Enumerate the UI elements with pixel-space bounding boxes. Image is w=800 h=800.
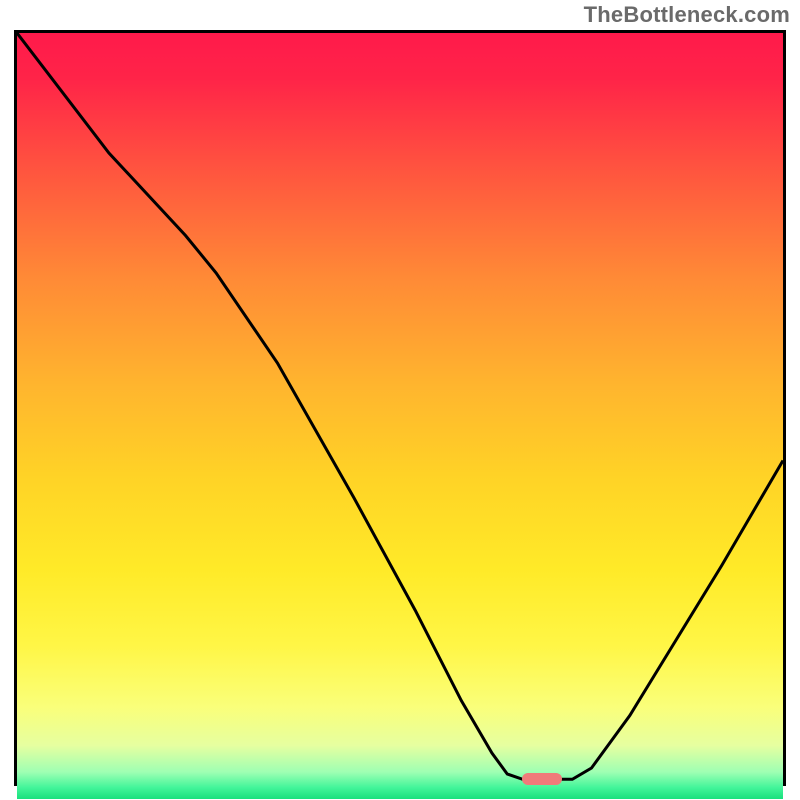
curve-path	[17, 33, 783, 779]
watermark-text: TheBottleneck.com	[584, 2, 790, 28]
plot-area	[14, 30, 786, 786]
optimal-marker	[522, 773, 562, 785]
bottleneck-curve	[17, 33, 783, 783]
root: TheBottleneck.com	[0, 0, 800, 800]
